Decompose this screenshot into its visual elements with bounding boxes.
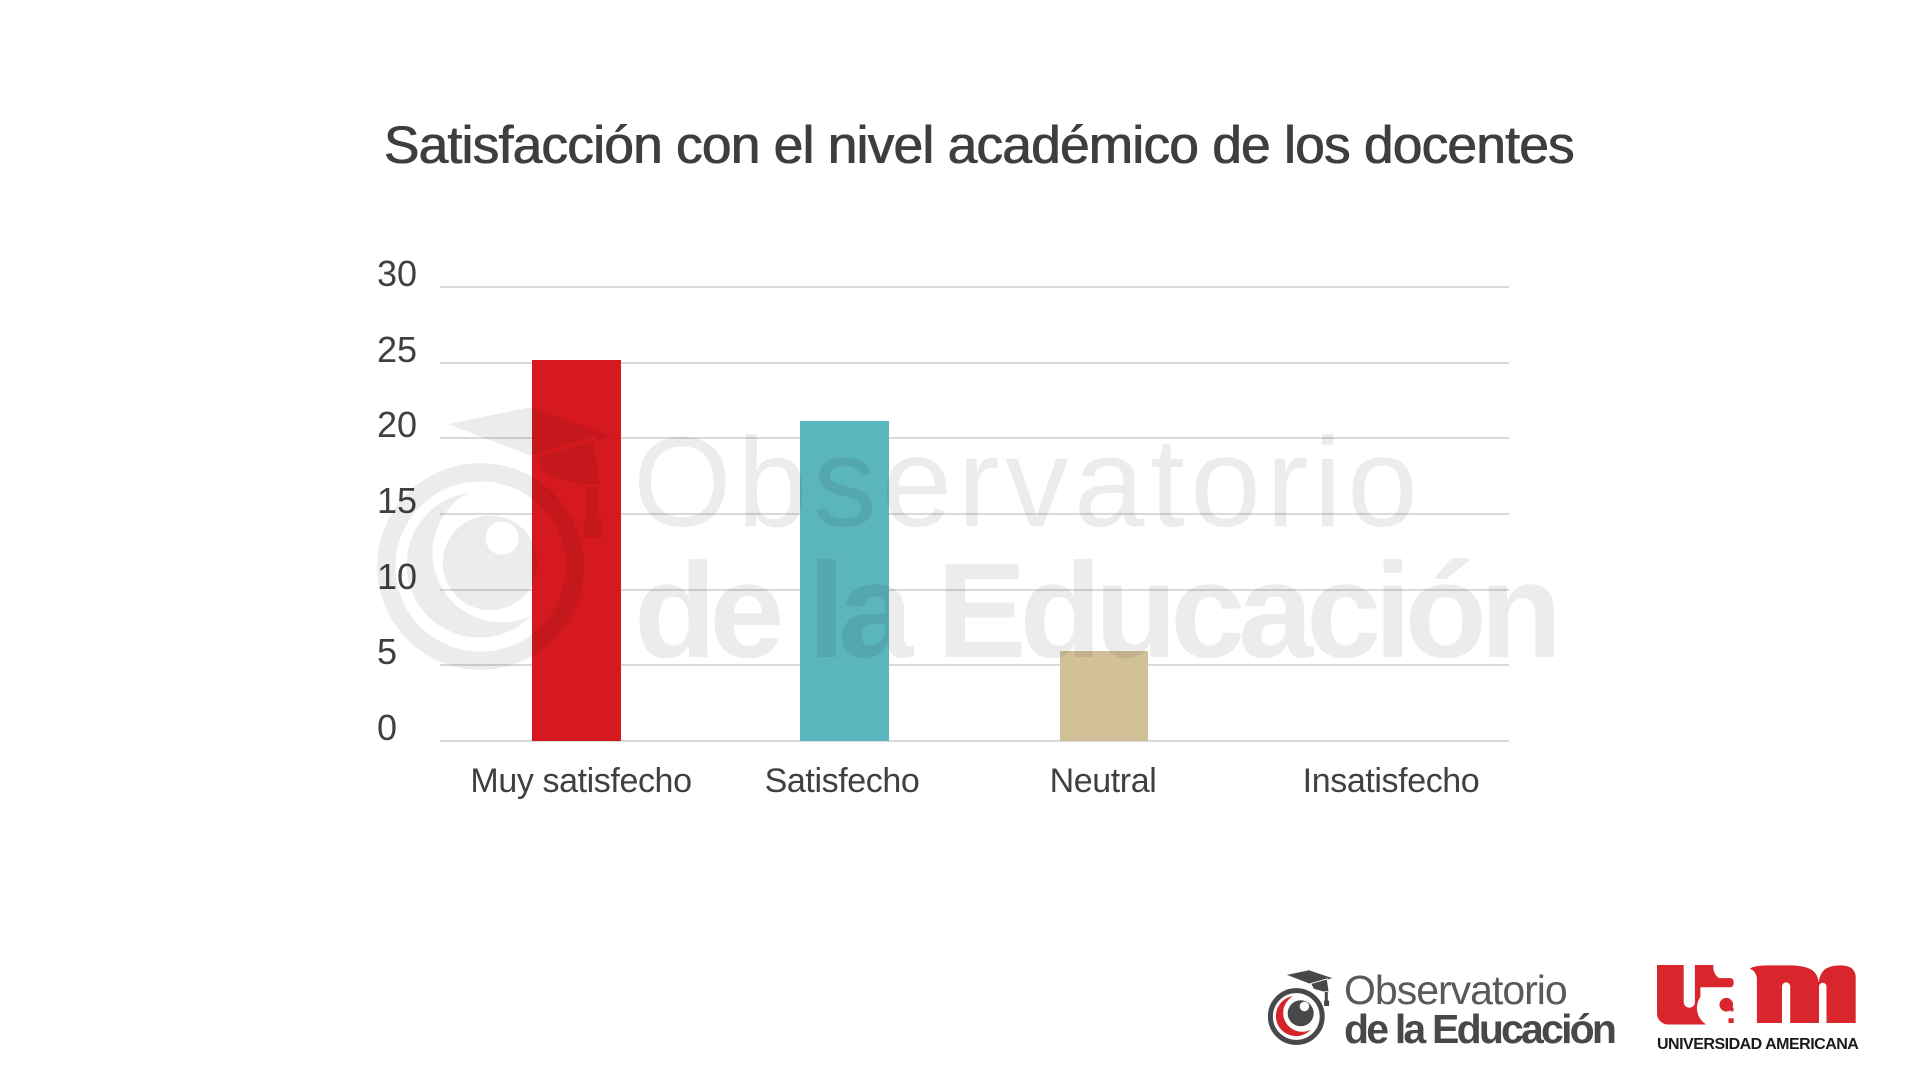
svg-text:de la Educación: de la Educación — [634, 535, 1555, 686]
svg-text:Observatorio: Observatorio — [633, 411, 1423, 553]
